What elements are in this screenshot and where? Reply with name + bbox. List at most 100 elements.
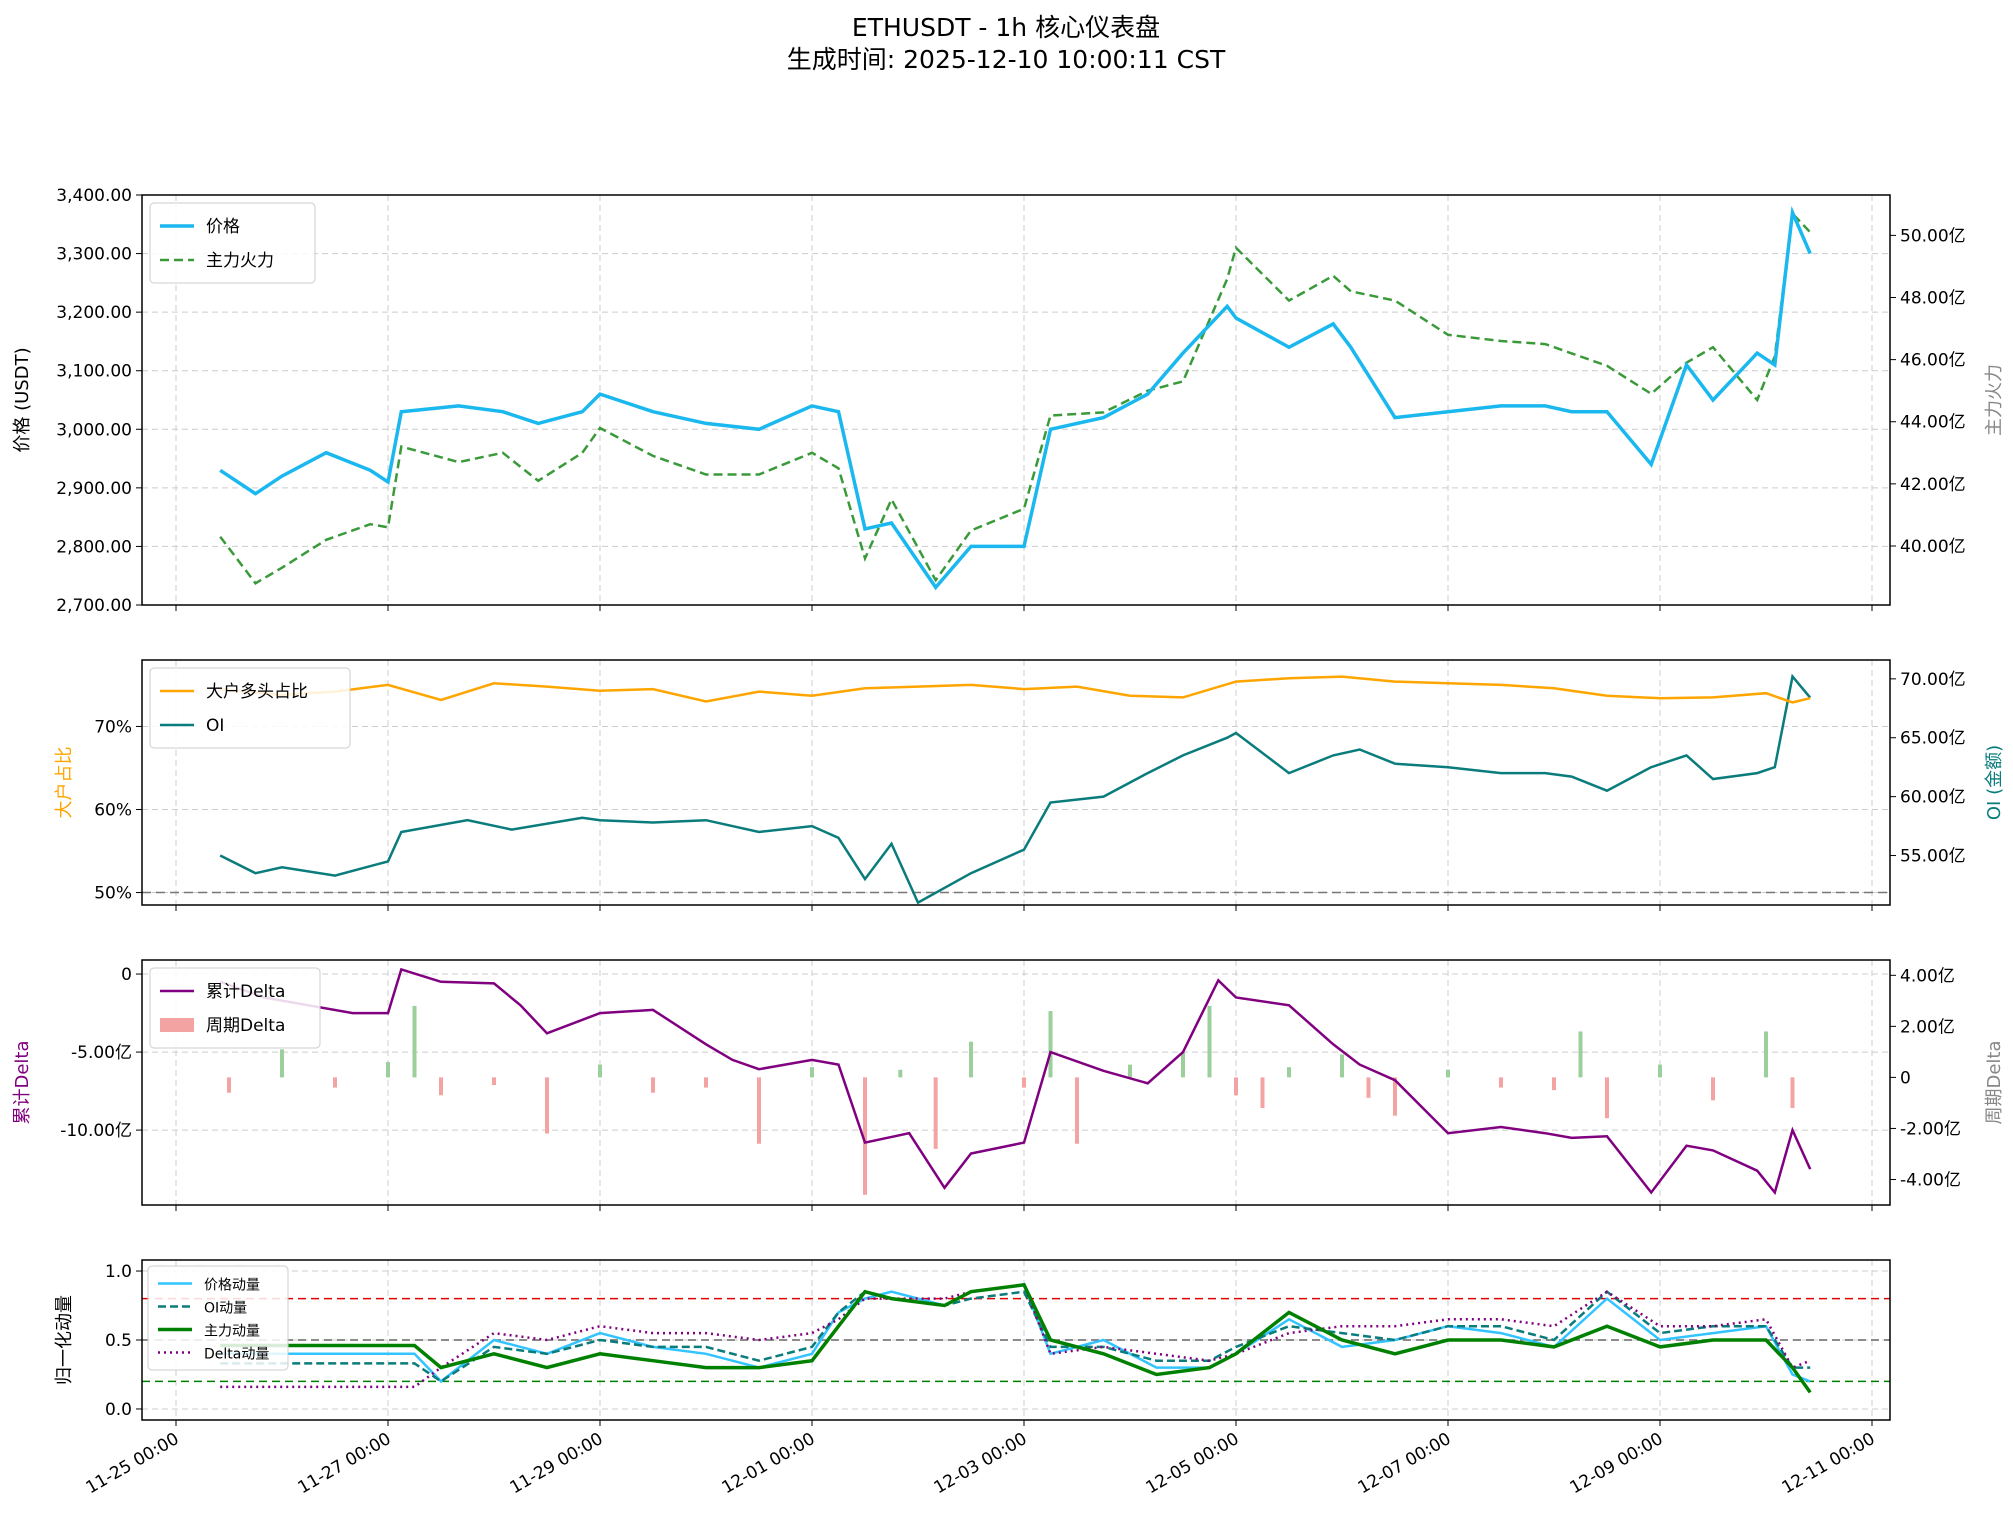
delta-bar <box>1446 1069 1450 1078</box>
delta-bar <box>1658 1064 1662 1078</box>
delta-bar <box>1605 1077 1609 1119</box>
oi-line <box>219 673 1812 905</box>
cumdelta-ytick-label: -10.00亿 <box>60 1121 132 1141</box>
delta-bar <box>1022 1077 1026 1088</box>
price-ytick-label: 2,900.00 <box>56 479 132 499</box>
x-tick-label: 11-29 00:00 <box>507 1429 607 1498</box>
force-ytick-label: 50.00亿 <box>1900 226 1966 246</box>
delta-bar <box>863 1077 867 1195</box>
delta-bar <box>412 1005 417 1078</box>
delta-bar <box>1578 1031 1583 1078</box>
legend-label-1: OI动量 <box>204 1301 247 1317</box>
cumdelta-ytick-label: 0 <box>121 965 132 985</box>
x-tick-label: 12-07 00:00 <box>1355 1429 1455 1498</box>
delta-bar <box>1552 1077 1556 1091</box>
oi-ytick-label: 55.00亿 <box>1900 847 1966 867</box>
delta-bar <box>1764 1031 1768 1078</box>
legend-label-0: 累计Delta <box>206 982 285 1002</box>
force-ytick-label: 46.00亿 <box>1900 351 1966 371</box>
oi-ytick-label: 65.00亿 <box>1900 729 1966 749</box>
pdelta-ytick-label: 4.00亿 <box>1900 966 1955 986</box>
price-ytick-label: 3,000.00 <box>56 420 132 440</box>
momentum-frame <box>141 1259 1891 1421</box>
delta-bar <box>1499 1077 1503 1088</box>
momentum-ytick-label: 1.0 <box>105 1262 132 1282</box>
legend-label-0: 大户多头占比 <box>206 682 308 702</box>
x-tick-label: 12-11 00:00 <box>1779 1429 1879 1498</box>
delta-bar <box>1048 1011 1053 1078</box>
x-tick-label: 11-27 00:00 <box>295 1429 395 1498</box>
force-ytick-label: 44.00亿 <box>1900 413 1966 433</box>
delta-bar <box>969 1041 973 1078</box>
delta-bar <box>1207 1005 1212 1078</box>
momentum-ytick-label: 0.0 <box>105 1400 132 1420</box>
cumdelta-ytick-label: -5.00亿 <box>71 1043 132 1063</box>
price-line <box>219 205 1812 591</box>
delta-bar <box>227 1077 231 1093</box>
legend-label-0: 价格动量 <box>204 1278 260 1294</box>
ratio-ylabel: 大户占比 <box>54 747 75 819</box>
delta-bar <box>1711 1077 1715 1101</box>
pdelta-ytick-label: 2.00亿 <box>1900 1017 1955 1037</box>
price-ytick-label: 3,300.00 <box>56 245 132 265</box>
ratio-line <box>220 675 1811 704</box>
delta-bar <box>704 1077 708 1088</box>
chart-panels: 2,700.00 2,800.00 2,900.00 3,000.00 3,100.00… <box>12 186 2005 1498</box>
x-tick-label: 12-09 00:00 <box>1567 1429 1667 1498</box>
delta-bar <box>1128 1064 1132 1078</box>
force-ylabel: 主力火力 <box>1984 364 2005 436</box>
pdelta-ytick-label: -4.00亿 <box>1900 1170 1961 1190</box>
price-ytick-label: 3,200.00 <box>56 303 132 323</box>
mom-price-line <box>220 1283 1811 1384</box>
ratio-ytick-label: 70% <box>94 717 132 737</box>
price-ylabel: 价格 (USDT) <box>12 347 33 452</box>
delta-bar <box>651 1077 655 1093</box>
momentum-ytick-label: 0.5 <box>105 1331 132 1351</box>
price-ytick-label: 3,400.00 <box>56 186 132 206</box>
oi-ylabel: OI (金额) <box>1984 745 2005 820</box>
mom-oi-line <box>220 1290 1811 1383</box>
oi-ytick-label: 60.00亿 <box>1900 788 1966 808</box>
legend-box <box>149 967 321 1049</box>
delta-bar <box>1393 1077 1397 1116</box>
pdelta-ylabel: 周期Delta <box>1984 1040 2005 1124</box>
delta-bar <box>545 1077 549 1134</box>
delta-bar <box>1287 1067 1291 1078</box>
delta-bar <box>333 1077 337 1088</box>
delta-bar <box>1790 1077 1795 1109</box>
force-ytick-label: 40.00亿 <box>1900 537 1966 557</box>
delta-frame <box>141 959 1891 1206</box>
x-tick-label: 12-05 00:00 <box>1143 1429 1243 1498</box>
x-tick-label: 11-25 00:00 <box>83 1429 183 1498</box>
pdelta-ytick-label: -2.00亿 <box>1900 1119 1961 1139</box>
delta-bar <box>1181 1051 1185 1078</box>
delta-bar <box>1260 1077 1265 1109</box>
force-ytick-label: 42.00亿 <box>1900 475 1966 495</box>
legend-label-1: OI <box>206 716 224 736</box>
delta-bar <box>439 1077 443 1096</box>
momentum-ylabel: 归一化动量 <box>54 1295 75 1385</box>
ratio-ytick-label: 50% <box>94 884 132 904</box>
x-tick-label: 12-01 00:00 <box>719 1429 819 1498</box>
delta-bar <box>757 1077 761 1144</box>
legend-label-3: Delta动量 <box>204 1347 269 1363</box>
mom-force-line <box>220 1282 1812 1394</box>
legend-box <box>147 1265 289 1371</box>
price-ytick-label: 2,700.00 <box>56 596 132 616</box>
delta-bar <box>386 1062 390 1078</box>
mom-delta-line <box>220 1283 1811 1389</box>
legend-label-1: 周期Delta <box>206 1016 285 1036</box>
price-ytick-label: 3,100.00 <box>56 362 132 382</box>
price-ytick-label: 2,800.00 <box>56 537 132 557</box>
force-line <box>219 210 1812 585</box>
ratio-ytick-label: 60% <box>94 800 132 820</box>
delta-bar <box>1366 1077 1371 1098</box>
legend-label-2: 主力动量 <box>204 1324 260 1340</box>
legend-label-1: 主力火力 <box>206 251 274 271</box>
delta-bar <box>933 1077 938 1149</box>
delta-bar <box>1075 1077 1079 1144</box>
cumdelta-ylabel: 累计Delta <box>12 1040 33 1124</box>
chart-title-line1: ETHUSDT - 1h 核心仪表盘 <box>852 13 1160 42</box>
legend-box <box>149 667 351 749</box>
